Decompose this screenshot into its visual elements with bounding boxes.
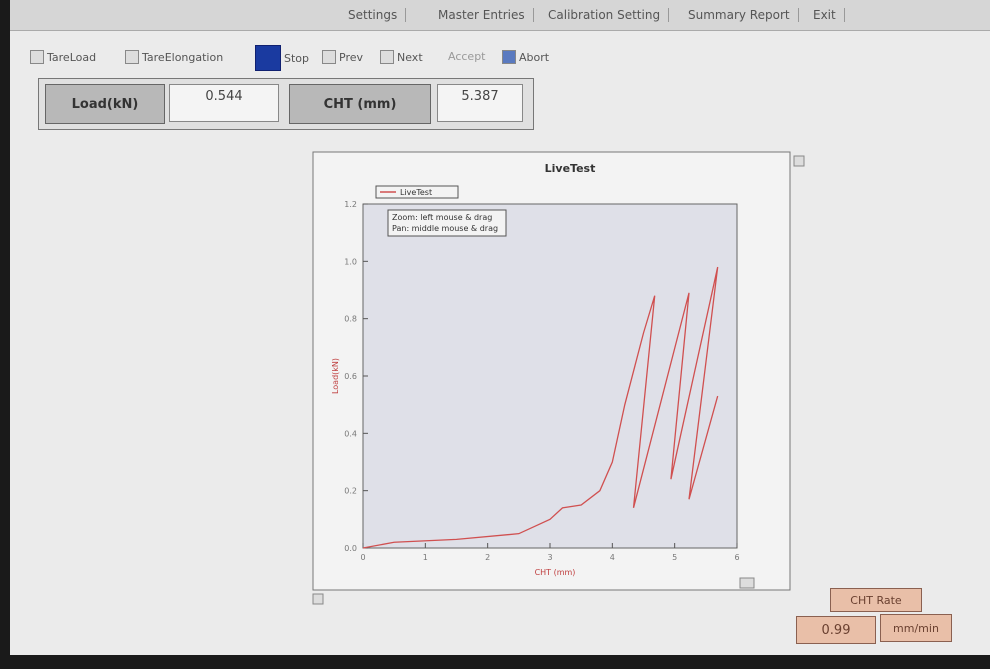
readout-panel: Load(kN) 0.544 CHT (mm) 5.387	[38, 78, 534, 130]
readout-label: Load(kN)	[45, 84, 165, 124]
y-tick-label: 0.8	[344, 315, 357, 324]
accept-button[interactable]: Accept	[448, 50, 486, 63]
y-tick-label: 0.6	[344, 372, 357, 381]
chart-title: LiveTest	[545, 162, 596, 175]
annotation: Zoom: left mouse & drag	[392, 213, 492, 222]
annotation: Pan: middle mouse & drag	[392, 224, 498, 233]
menu-item[interactable]: Master Entries	[430, 8, 534, 22]
window-control[interactable]	[739, 577, 755, 589]
x-tick-label: 0	[360, 553, 365, 562]
x-tick-label: 2	[485, 553, 490, 562]
label: Accept	[448, 50, 486, 63]
rate-unit: mm/min	[880, 614, 952, 642]
icon	[255, 45, 281, 71]
rate-value[interactable]: 0.99	[796, 616, 876, 644]
label: Stop	[284, 51, 310, 65]
plot-area	[362, 203, 738, 549]
x-axis-label: CHT (mm)	[535, 568, 576, 577]
y-axis-label: Load(kN)	[331, 358, 340, 394]
y-tick-label: 1.2	[344, 200, 357, 209]
icon	[30, 50, 44, 64]
tare-elongation-button[interactable]: TareElongation	[125, 50, 223, 64]
legend	[375, 185, 459, 199]
x-tick-label: 6	[734, 553, 739, 562]
menu-item[interactable]: Calibration Setting	[540, 8, 670, 22]
abort-button[interactable]: Abort	[502, 50, 549, 64]
y-tick-label: 0.2	[344, 487, 357, 496]
data-line	[362, 266, 719, 549]
readout-label: CHT (mm)	[289, 84, 431, 124]
x-tick-label: 4	[610, 553, 615, 562]
toolbar: TareLoad TareElongation Stop Prev Next A…	[30, 44, 980, 72]
label: TareElongation	[142, 50, 224, 64]
window-control[interactable]	[312, 593, 324, 605]
plot-content: 0.0 0.2 0.4 0.6 0.8 1.0 1.2 0 1 2 3 4 5 6	[344, 200, 739, 562]
menu-item[interactable]: Exit	[805, 8, 845, 22]
label: Abort	[519, 50, 550, 64]
menu-item[interactable]: Summary Report	[680, 8, 799, 22]
icon	[125, 50, 139, 64]
x-tick-label: 5	[672, 553, 677, 562]
label: Prev	[339, 50, 363, 64]
icon	[322, 50, 336, 64]
menu-item[interactable]: Settings	[340, 8, 407, 22]
chart: LiveTest CHT (mm) Load(kN) LiveTest Zoom…	[312, 151, 805, 605]
readout-value: 0.544	[169, 84, 279, 122]
x-tick-label: 1	[423, 553, 428, 562]
y-tick-label: 0.0	[344, 544, 357, 553]
rate-label: CHT Rate	[830, 588, 922, 612]
legend-label: LiveTest	[400, 188, 432, 197]
stop-button[interactable]: Stop	[255, 45, 309, 71]
hint-box	[387, 209, 507, 237]
tare-load-button[interactable]: TareLoad	[30, 50, 96, 64]
y-tick-label: 1.0	[344, 257, 357, 266]
icon	[502, 50, 516, 64]
y-tick-label: 0.4	[344, 429, 357, 438]
app-window: Settings Master Entries Calibration Sett…	[10, 0, 990, 655]
readout-value: 5.387	[437, 84, 523, 122]
label: TareLoad	[47, 50, 97, 64]
label: Next	[397, 50, 423, 64]
window-control[interactable]	[793, 155, 805, 167]
menu-bar: Settings Master Entries Calibration Sett…	[10, 0, 990, 31]
next-button[interactable]: Next	[380, 50, 423, 64]
x-tick-label: 3	[547, 553, 552, 562]
icon	[380, 50, 394, 64]
prev-button[interactable]: Prev	[322, 50, 363, 64]
